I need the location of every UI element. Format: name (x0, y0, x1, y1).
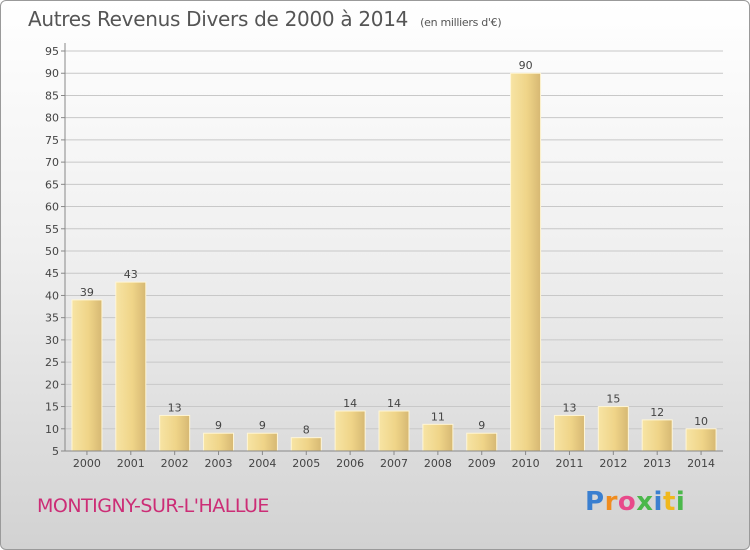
city-name: MONTIGNY-SUR-L'HALLUE (37, 495, 269, 517)
chart-subtitle: (en milliers d'€) (420, 16, 502, 29)
bar (597, 406, 629, 452)
x-tick-label: 2001 (117, 457, 145, 470)
bar (246, 432, 278, 452)
bar (422, 423, 454, 452)
data-label: 43 (124, 268, 138, 281)
bar (334, 410, 366, 452)
bar (71, 299, 103, 452)
x-tick-label: 2000 (73, 457, 101, 470)
x-tick-label: 2002 (161, 457, 189, 470)
bar (203, 432, 235, 452)
x-tick-label: 2012 (599, 457, 627, 470)
data-label: 9 (259, 419, 266, 432)
logo-letter: P (585, 487, 605, 517)
x-tick-label: 2013 (643, 457, 671, 470)
y-tick-label: 50 (45, 245, 59, 258)
data-label: 13 (168, 401, 182, 414)
logo-letter: t (662, 487, 676, 517)
y-tick-label: 40 (45, 289, 59, 302)
y-tick-label: 95 (45, 45, 59, 58)
grid-layer (65, 50, 723, 452)
logo-letter: x (636, 487, 654, 517)
logo-letter: o (617, 487, 637, 517)
data-label: 14 (343, 397, 357, 410)
data-label: 14 (387, 397, 401, 410)
data-label: 90 (519, 59, 533, 72)
y-tick-label: 60 (45, 201, 59, 214)
bar (685, 428, 717, 452)
data-label: 11 (431, 410, 445, 423)
logo-letter: r (604, 487, 618, 517)
y-tick-label: 80 (45, 112, 59, 125)
y-tick-label: 25 (45, 356, 59, 369)
y-tick-label: 85 (45, 89, 59, 102)
y-tick-label: 70 (45, 156, 59, 169)
data-label: 9 (215, 419, 222, 432)
bar (378, 410, 410, 452)
axis-layer: 5 10 15 20 25 30 35 40 45 50 55 60 65 70 75 80 85 90 95 200… (45, 43, 723, 470)
x-tick-label: 2011 (555, 457, 583, 470)
y-tick-label: 75 (45, 134, 59, 147)
bar (641, 419, 673, 452)
x-tick-label: 2009 (468, 457, 496, 470)
data-label: 13 (562, 401, 576, 414)
x-tick-label: 2005 (292, 457, 320, 470)
logo-letter: i (653, 487, 663, 517)
y-tick-label: 35 (45, 312, 59, 325)
x-tick-label: 2010 (512, 457, 540, 470)
y-tick-label: 5 (52, 445, 59, 458)
label-layer: 39 43 13 9 9 8 14 14 11 9 90 13 15 12 10 (80, 59, 708, 436)
x-tick-label: 2006 (336, 457, 364, 470)
x-tick-label: 2014 (687, 457, 715, 470)
y-tick-label: 55 (45, 223, 59, 236)
x-tick-label: 2003 (205, 457, 233, 470)
data-label: 8 (303, 424, 310, 437)
x-tick-label: 2008 (424, 457, 452, 470)
chart-title-text: Autres Revenus Divers de 2000 à 2014 (28, 7, 409, 31)
bar (290, 437, 322, 452)
data-label: 39 (80, 286, 94, 299)
bar (159, 414, 191, 452)
bar (466, 432, 498, 452)
y-tick-label: 15 (45, 401, 59, 414)
chart-title: Autres Revenus Divers de 2000 à 2014 (en… (28, 7, 502, 31)
bar (510, 72, 542, 452)
x-tick-label: 2004 (248, 457, 276, 470)
bar (553, 414, 585, 452)
data-label: 10 (694, 415, 708, 428)
bar (115, 281, 147, 452)
logo-letter: i (675, 487, 686, 517)
y-tick-label: 65 (45, 178, 59, 191)
bar-layer (71, 72, 717, 452)
y-tick-label: 20 (45, 378, 59, 391)
y-tick-label: 45 (45, 267, 59, 280)
x-tick-label: 2007 (380, 457, 408, 470)
proxiti-logo: Proxiti (585, 487, 685, 517)
y-tick-label: 30 (45, 334, 59, 347)
data-label: 15 (606, 393, 620, 406)
data-label: 9 (478, 419, 485, 432)
y-tick-label: 10 (45, 423, 59, 436)
y-tick-label: 90 (45, 67, 59, 80)
data-label: 12 (650, 406, 664, 419)
